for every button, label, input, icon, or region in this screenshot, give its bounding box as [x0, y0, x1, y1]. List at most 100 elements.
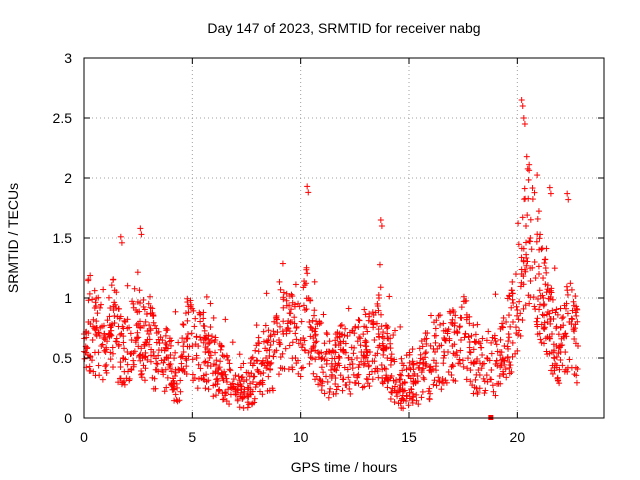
data-point: [494, 362, 501, 369]
data-point: [503, 318, 510, 325]
data-point: [225, 356, 232, 363]
data-point: [358, 349, 365, 355]
data-point: [144, 328, 151, 335]
data-point: [194, 385, 201, 392]
data-point: [514, 307, 521, 313]
data-point: [180, 349, 187, 355]
data-point: [136, 352, 143, 359]
data-point: [452, 351, 459, 358]
data-point: [237, 364, 244, 371]
data-point: [177, 388, 184, 395]
data-point: [551, 265, 558, 272]
data-point: [164, 326, 171, 333]
data-point: [205, 386, 212, 393]
data-point: [122, 356, 129, 363]
data-point: [235, 387, 242, 394]
data-point: [281, 365, 288, 372]
data-point: [270, 353, 277, 360]
data-point: [93, 318, 100, 325]
data-point: [440, 320, 447, 327]
data-point: [500, 314, 507, 321]
data-point: [357, 342, 364, 349]
data-point: [379, 333, 386, 340]
data-point: [549, 307, 556, 314]
data-point: [308, 355, 315, 362]
data-point: [568, 315, 575, 322]
data-point: [251, 395, 258, 402]
data-point: [219, 375, 226, 382]
data-point: [526, 167, 533, 174]
data-point: [488, 350, 495, 357]
data-point: [200, 339, 207, 346]
data-point: [305, 349, 312, 356]
data-point: [399, 360, 406, 367]
data-point: [135, 343, 142, 350]
data-point: [387, 355, 394, 362]
data-point: [569, 316, 576, 323]
data-point: [312, 347, 319, 354]
data-point: [103, 369, 110, 376]
outlier-point: [118, 239, 125, 246]
data-point: [561, 334, 568, 341]
data-point: [376, 261, 383, 268]
data-point: [311, 278, 318, 285]
data-point: [94, 310, 101, 317]
data-point: [390, 377, 397, 384]
data-point: [445, 368, 452, 375]
data-point: [232, 386, 239, 393]
data-point: [131, 348, 138, 355]
data-point: [559, 315, 566, 322]
data-point: [524, 165, 531, 172]
data-point: [363, 324, 370, 331]
data-point: [116, 375, 123, 382]
data-point: [141, 341, 148, 348]
data-point: [557, 323, 564, 330]
data-point: [193, 333, 200, 340]
data-point: [515, 241, 522, 248]
data-point: [320, 311, 327, 318]
data-point: [175, 339, 182, 346]
data-point: [345, 305, 352, 312]
data-point: [341, 364, 348, 371]
data-point: [191, 375, 198, 382]
data-point: [204, 362, 211, 369]
data-point: [201, 327, 208, 334]
data-point: [266, 346, 273, 353]
data-point: [342, 381, 349, 388]
data-point: [327, 385, 334, 392]
data-point: [109, 350, 116, 357]
data-point: [519, 317, 526, 324]
chart-title: Day 147 of 2023, SRMTID for receiver nab…: [207, 20, 480, 36]
data-point: [334, 329, 341, 336]
data-point: [312, 356, 319, 363]
data-point: [169, 386, 176, 393]
data-point: [394, 393, 401, 400]
data-point: [184, 335, 191, 342]
data-point: [427, 390, 434, 397]
data-point: [166, 362, 173, 369]
data-point: [324, 378, 331, 385]
data-point: [259, 357, 266, 364]
data-point: [171, 355, 178, 362]
data-point: [150, 319, 157, 326]
data-point: [301, 337, 308, 344]
data-point: [383, 322, 390, 329]
data-point: [403, 392, 410, 399]
data-point: [207, 300, 214, 307]
data-point: [238, 383, 245, 390]
data-point: [87, 272, 94, 279]
data-point: [168, 382, 175, 389]
data-point: [407, 366, 414, 373]
data-point: [345, 354, 352, 361]
data-point: [493, 357, 500, 364]
data-point: [362, 311, 369, 318]
data-point: [432, 332, 439, 339]
data-point: [295, 370, 302, 377]
data-point: [302, 347, 309, 354]
data-point: [534, 172, 541, 179]
data-point: [363, 375, 370, 382]
data-point: [527, 265, 534, 272]
data-point: [339, 387, 346, 394]
data-point: [124, 361, 131, 368]
data-point: [458, 315, 465, 322]
